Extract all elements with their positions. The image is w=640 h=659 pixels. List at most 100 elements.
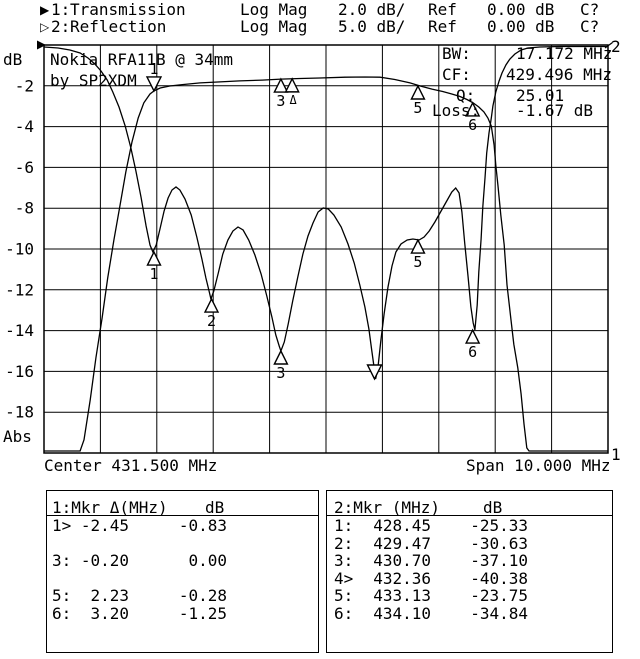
bw-label: BW: [442,44,471,63]
marker-id-cell: 3: [52,551,72,570]
channel1-name: Transmission [70,0,186,19]
marker-id-cell: 4> [334,568,354,588]
channel1-ref-value: 0.00 dB [487,0,555,19]
trace2-end-tick [604,42,613,49]
cf-value: 429.496 MHz [506,65,612,84]
marker-freq-cell: 433.13 [373,586,431,605]
marker-glyph [203,297,220,313]
cf-label: CF: [442,65,471,84]
channel2-active-marker-icon: ▷ [40,20,50,34]
marker-level-cell: -40.38 [470,568,528,588]
x-axis-center: Center 431.500 MHz [44,456,218,475]
marker-level-cell: -0.83 [178,516,227,535]
table-header-separator [47,515,318,516]
channel1-active-marker-icon: ▶ [40,3,50,17]
y-tick-label: -8 [15,199,34,218]
active-marker-glyph [366,364,383,381]
marker-level-cell: -0.28 [178,586,227,605]
bw-value: 17.172 MHz [516,44,613,63]
channel2-ref-label: Ref [428,17,457,36]
marker-id-cell: 1> [52,516,72,535]
channel2-name: Reflection [70,17,167,36]
marker-number-label: 3 [276,92,285,110]
marker-id-cell: 3: [334,551,354,570]
marker-freq-cell: 429.47 [373,533,431,553]
marker-table-1: 1:Mkr Δ(MHz) dB 1> -2.45 -0.83 3: -0.20 0.00 5… [46,490,319,653]
y-tick-label: -16 [5,362,34,381]
graticule-border [43,44,609,454]
marker-glyph [410,84,426,100]
loss-label: Loss: [432,101,481,120]
y-tick-label: -14 [5,321,34,340]
reflection-trace [43,45,608,380]
q-label: Q: [456,86,476,105]
marker-number-label: 6 [468,343,477,361]
marker-table-2-header-db: dB [483,498,503,517]
trace1-end-label: 1 [611,445,621,464]
trace2-end-label: 2 [611,37,621,56]
marker-level-cell: -1.25 [178,603,227,623]
channel1-scale: 2.0 dB/ [338,0,406,19]
marker-number-label: 6 [468,116,477,134]
marker-table-2-header: 2:Mkr (MHz) [334,498,440,517]
y-axis-unit: dB [3,50,23,69]
channel2-ref-value: 0.00 dB [487,17,555,36]
marker-id-cell: 1: [334,516,354,535]
marker-level-cell: -37.10 [470,551,528,570]
marker-number-label: 5 [413,99,422,117]
marker-id-cell: 6: [52,603,72,623]
marker-glyph [273,349,289,365]
table-header-separator [327,515,612,516]
marker-glyph [465,101,481,117]
marker-glyph [410,238,426,254]
marker-number-label: Δ [290,93,298,107]
loss-value: -1.67 dB [516,101,594,120]
channel1-cal-status: C? [580,0,600,19]
marker-number-label: 5 [413,253,422,271]
marker-table-1-header: 1:Mkr Δ(MHz) [52,498,168,517]
marker-freq-cell: 430.70 [373,551,431,570]
x-axis-span: Span 10.000 MHz [466,456,611,475]
marker-number-label: 3 [276,364,285,382]
marker-freq-cell: 428.45 [373,516,431,535]
marker-table-2: 2:Mkr (MHz) dB 1: 428.45 -25.33 2: 429.47 -30… [326,490,613,653]
marker-glyph [146,250,162,266]
y-tick-label: -4 [15,117,34,136]
marker-table-1-header-db: dB [205,498,225,517]
marker-freq-cell: 3.20 [90,603,129,623]
marker-level-cell: -23.75 [470,586,528,605]
channel2-scale: 5.0 dB/ [338,17,406,36]
marker-glyph [284,77,300,93]
marker-freq-cell: 432.36 [373,568,431,588]
marker-id-cell: 5: [334,586,354,605]
reference-position-arrow-icon [37,40,46,50]
marker-glyph [465,328,481,344]
marker-level-cell: -25.33 [470,516,528,535]
trace-title-line2: by SP2XDM [50,71,137,90]
y-tick-label: -6 [15,158,34,177]
channel1-format: Log Mag [240,0,308,19]
marker-freq-cell: 2.23 [90,586,129,605]
marker-glyph [273,77,289,93]
trace-title-line1: Nokia RFA11B @ 34mm [50,50,234,69]
marker-freq-cell: -2.45 [80,516,129,535]
marker-freq-cell: 434.10 [373,603,431,623]
active-marker-glyph [145,76,163,93]
marker-number-label: 1 [149,265,158,283]
marker-level-cell: 0.00 [188,551,227,570]
marker-id-cell: 2: [334,533,354,553]
marker-id-cell: 6: [334,603,354,623]
y-tick-label: -18 [5,403,34,422]
transmission-trace [44,76,608,452]
marker-level-cell: -30.63 [470,533,528,553]
y-axis-mode: Abs [3,427,32,446]
channel2-cal-status: C? [580,17,600,36]
channel2-format: Log Mag [240,17,308,36]
y-tick-label: -2 [15,76,34,95]
marker-freq-cell: -0.20 [80,551,129,570]
marker-number-label: 2 [207,312,216,330]
y-tick-label: -10 [5,240,34,259]
q-value: 25.01 [516,86,565,105]
